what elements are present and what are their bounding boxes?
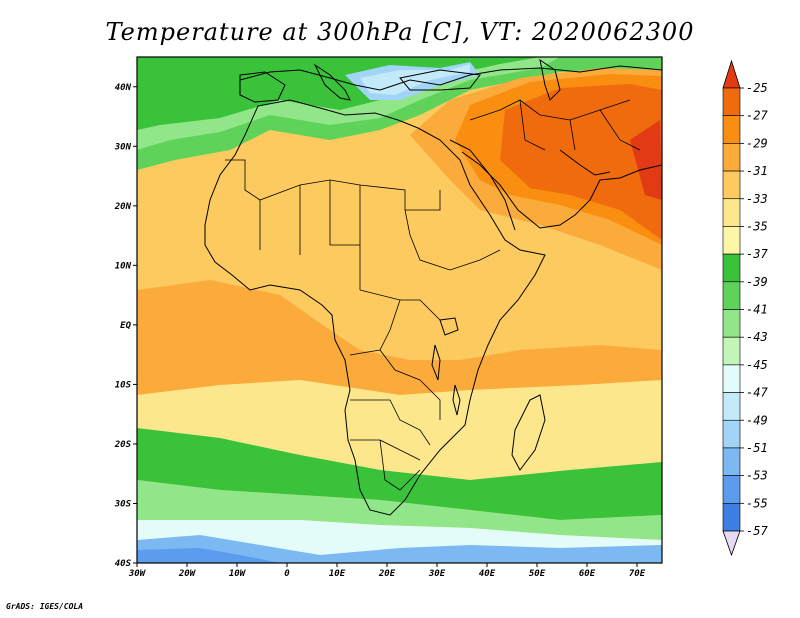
lon-label: 50E — [529, 569, 546, 579]
map-frame — [136, 56, 663, 564]
colorbar-label: -33 — [746, 192, 768, 206]
colorbar-box — [722, 475, 741, 504]
lon-label: 10E — [329, 569, 346, 579]
lon-label: 30W — [128, 569, 147, 579]
longitude-ticks: 30W 20W 10W 0 10E 20E 30E 40E 50E 60E 70E — [128, 563, 646, 579]
colorbar-box — [722, 115, 741, 144]
lon-label: 20E — [378, 569, 396, 579]
southern-blue-band — [137, 535, 662, 563]
colorbar-box — [722, 143, 741, 172]
lat-label: 10N — [115, 261, 132, 271]
lat-label: EQ — [120, 321, 131, 331]
iberia-outline — [239, 71, 286, 103]
colorbar-label: -37 — [746, 247, 768, 261]
grads-credit: GrADS: IGES/COLA — [6, 602, 84, 611]
colorbar-box — [722, 253, 741, 283]
colorbar-label: -27 — [746, 109, 768, 123]
africa-borders-west — [225, 159, 411, 290]
colorbar-box — [722, 309, 741, 338]
colorbar-box — [722, 198, 741, 227]
lon-label: 0 — [284, 569, 290, 579]
colorbar-label: -43 — [746, 330, 768, 344]
africa-borders-central — [349, 190, 501, 420]
colorbar-label: -35 — [746, 219, 768, 233]
colorbar-label: -49 — [746, 413, 768, 427]
colorbar-label: -29 — [746, 136, 768, 150]
middle-east-borders — [469, 99, 641, 151]
temperature-field — [137, 57, 662, 563]
colorbar-box — [722, 447, 741, 476]
arabia-coastline — [461, 151, 662, 229]
lat-label: 20S — [114, 440, 132, 450]
colorbar-label: -55 — [746, 496, 768, 510]
caspian-outline — [539, 58, 561, 101]
turkey-outline — [399, 69, 481, 91]
colorbar-box — [722, 364, 741, 393]
italy-outline — [313, 63, 351, 101]
southern-light-green-band — [137, 480, 662, 540]
colorbar-top-arrow — [722, 59, 741, 89]
colorbar-box — [722, 87, 741, 116]
lat-label: 40S — [115, 559, 132, 569]
colorbar-box — [722, 392, 741, 421]
lat-label: 20N — [114, 202, 132, 212]
colorbar-label: -31 — [746, 164, 768, 178]
southern-deep-blue-band — [137, 548, 280, 563]
colorbar-label: -45 — [746, 358, 768, 372]
colorbar-box — [722, 503, 741, 532]
arabia-hottest-region — [500, 84, 662, 240]
africa-coastline — [204, 99, 546, 516]
lake-malawi — [452, 384, 461, 416]
lon-label: 40E — [479, 569, 496, 579]
colorbar-label: -47 — [746, 386, 768, 400]
colorbar: -25 -27 -29 -31 -33 -35 -37 -39 -41 -43 -45 -47 -49 -… — [722, 59, 768, 557]
madagascar-outline — [511, 394, 546, 471]
chart-title: Temperature at 300hPa [C], VT: 202006230… — [106, 18, 695, 46]
latitude-ticks: 40N 30N 20N 10N EQ 10S 20S 30S 40S — [114, 83, 137, 569]
lat-label: 10S — [115, 380, 132, 390]
lat-label: 30N — [114, 142, 132, 152]
colorbar-label: -25 — [746, 81, 768, 95]
colorbar-box — [722, 419, 741, 449]
lake-victoria — [439, 317, 459, 336]
colorbar-bottom-arrow — [722, 530, 741, 557]
colorbar-box — [722, 336, 741, 366]
lat-label: 30S — [114, 499, 132, 509]
colorbar-label: -53 — [746, 469, 768, 483]
europe-coastline — [239, 65, 662, 91]
red-sea-coast — [449, 139, 516, 231]
coastlines-borders — [204, 58, 662, 516]
lon-label: 30E — [428, 569, 446, 579]
colorbar-box — [722, 226, 741, 255]
lat-label: 40N — [115, 83, 132, 93]
southern-green-band — [137, 428, 662, 520]
colorbar-label: -51 — [746, 441, 768, 455]
colorbar-label: -57 — [746, 524, 768, 538]
iran-max-region — [630, 120, 662, 200]
colorbar-label: -41 — [746, 303, 768, 317]
lon-label: 70E — [629, 569, 646, 579]
persian-gulf-coast — [559, 149, 611, 176]
africa-borders-south — [350, 399, 431, 491]
tropical-orange-belt — [137, 280, 662, 395]
lon-label: 20W — [178, 569, 197, 579]
colorbar-label: -39 — [746, 275, 768, 289]
colorbar-box — [722, 170, 741, 200]
lake-tanganyika — [431, 344, 441, 381]
colorbar-box — [722, 281, 741, 310]
lon-label: 10W — [229, 569, 247, 579]
lon-label: 60E — [579, 569, 596, 579]
